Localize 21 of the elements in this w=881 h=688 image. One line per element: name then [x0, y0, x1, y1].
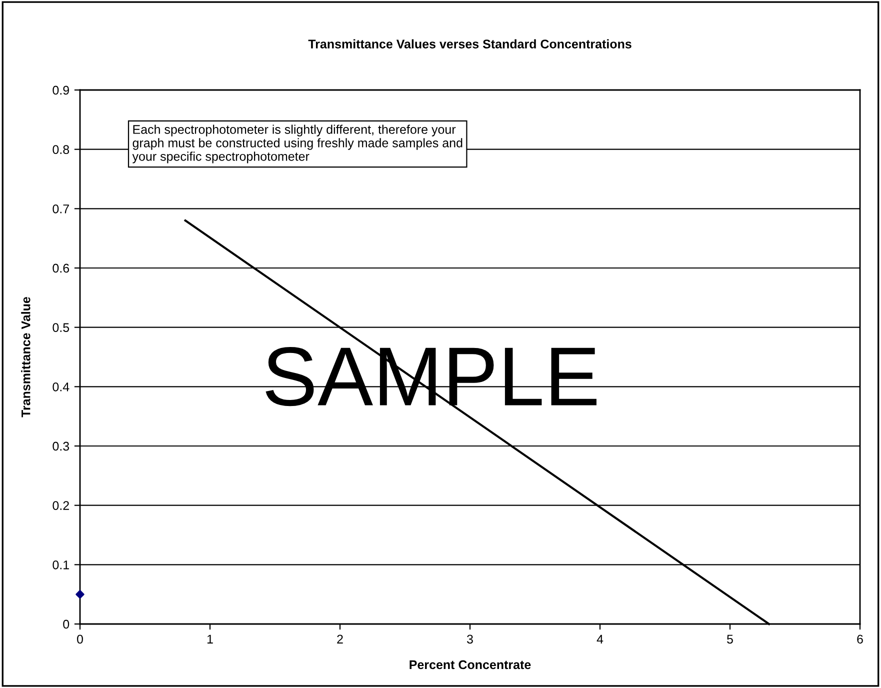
y-tick-label: 0.1: [52, 560, 69, 570]
x-tick-label: 4: [596, 634, 604, 644]
x-tick-label: 3: [467, 634, 473, 644]
y-tick-label: 0.5: [52, 323, 70, 332]
y-tick-label: 0.6: [52, 264, 70, 273]
chart-title: Transmittance Values verses Standard Concentrations: [308, 39, 632, 48]
annotation: Each spectrophotometer is slightly different, therefore your graph must be constructed using freshly made samples and your specific spectrophotometer: [132, 124, 462, 164]
x-tick-label: 6: [857, 634, 863, 644]
y-tick-label: 0.9: [52, 86, 69, 95]
y-tick-label: 0.3: [52, 442, 70, 451]
y-axis-title: Transmittance Value: [21, 296, 30, 418]
x-tick-label: 0: [77, 634, 83, 644]
y-tick-label: 0.2: [52, 501, 69, 510]
y-tick-label: 0: [63, 620, 70, 629]
y-tick-label: 0.4: [52, 382, 70, 392]
x-tick-label: 2: [337, 634, 343, 644]
y-tick-label: 0.8: [52, 145, 70, 154]
x-tick-label: 1: [207, 634, 213, 644]
x-axis-title: Percent Concentrate: [410, 660, 531, 670]
x-tick-label: 5: [727, 634, 733, 644]
y-tick-label: 0.7: [52, 204, 69, 214]
